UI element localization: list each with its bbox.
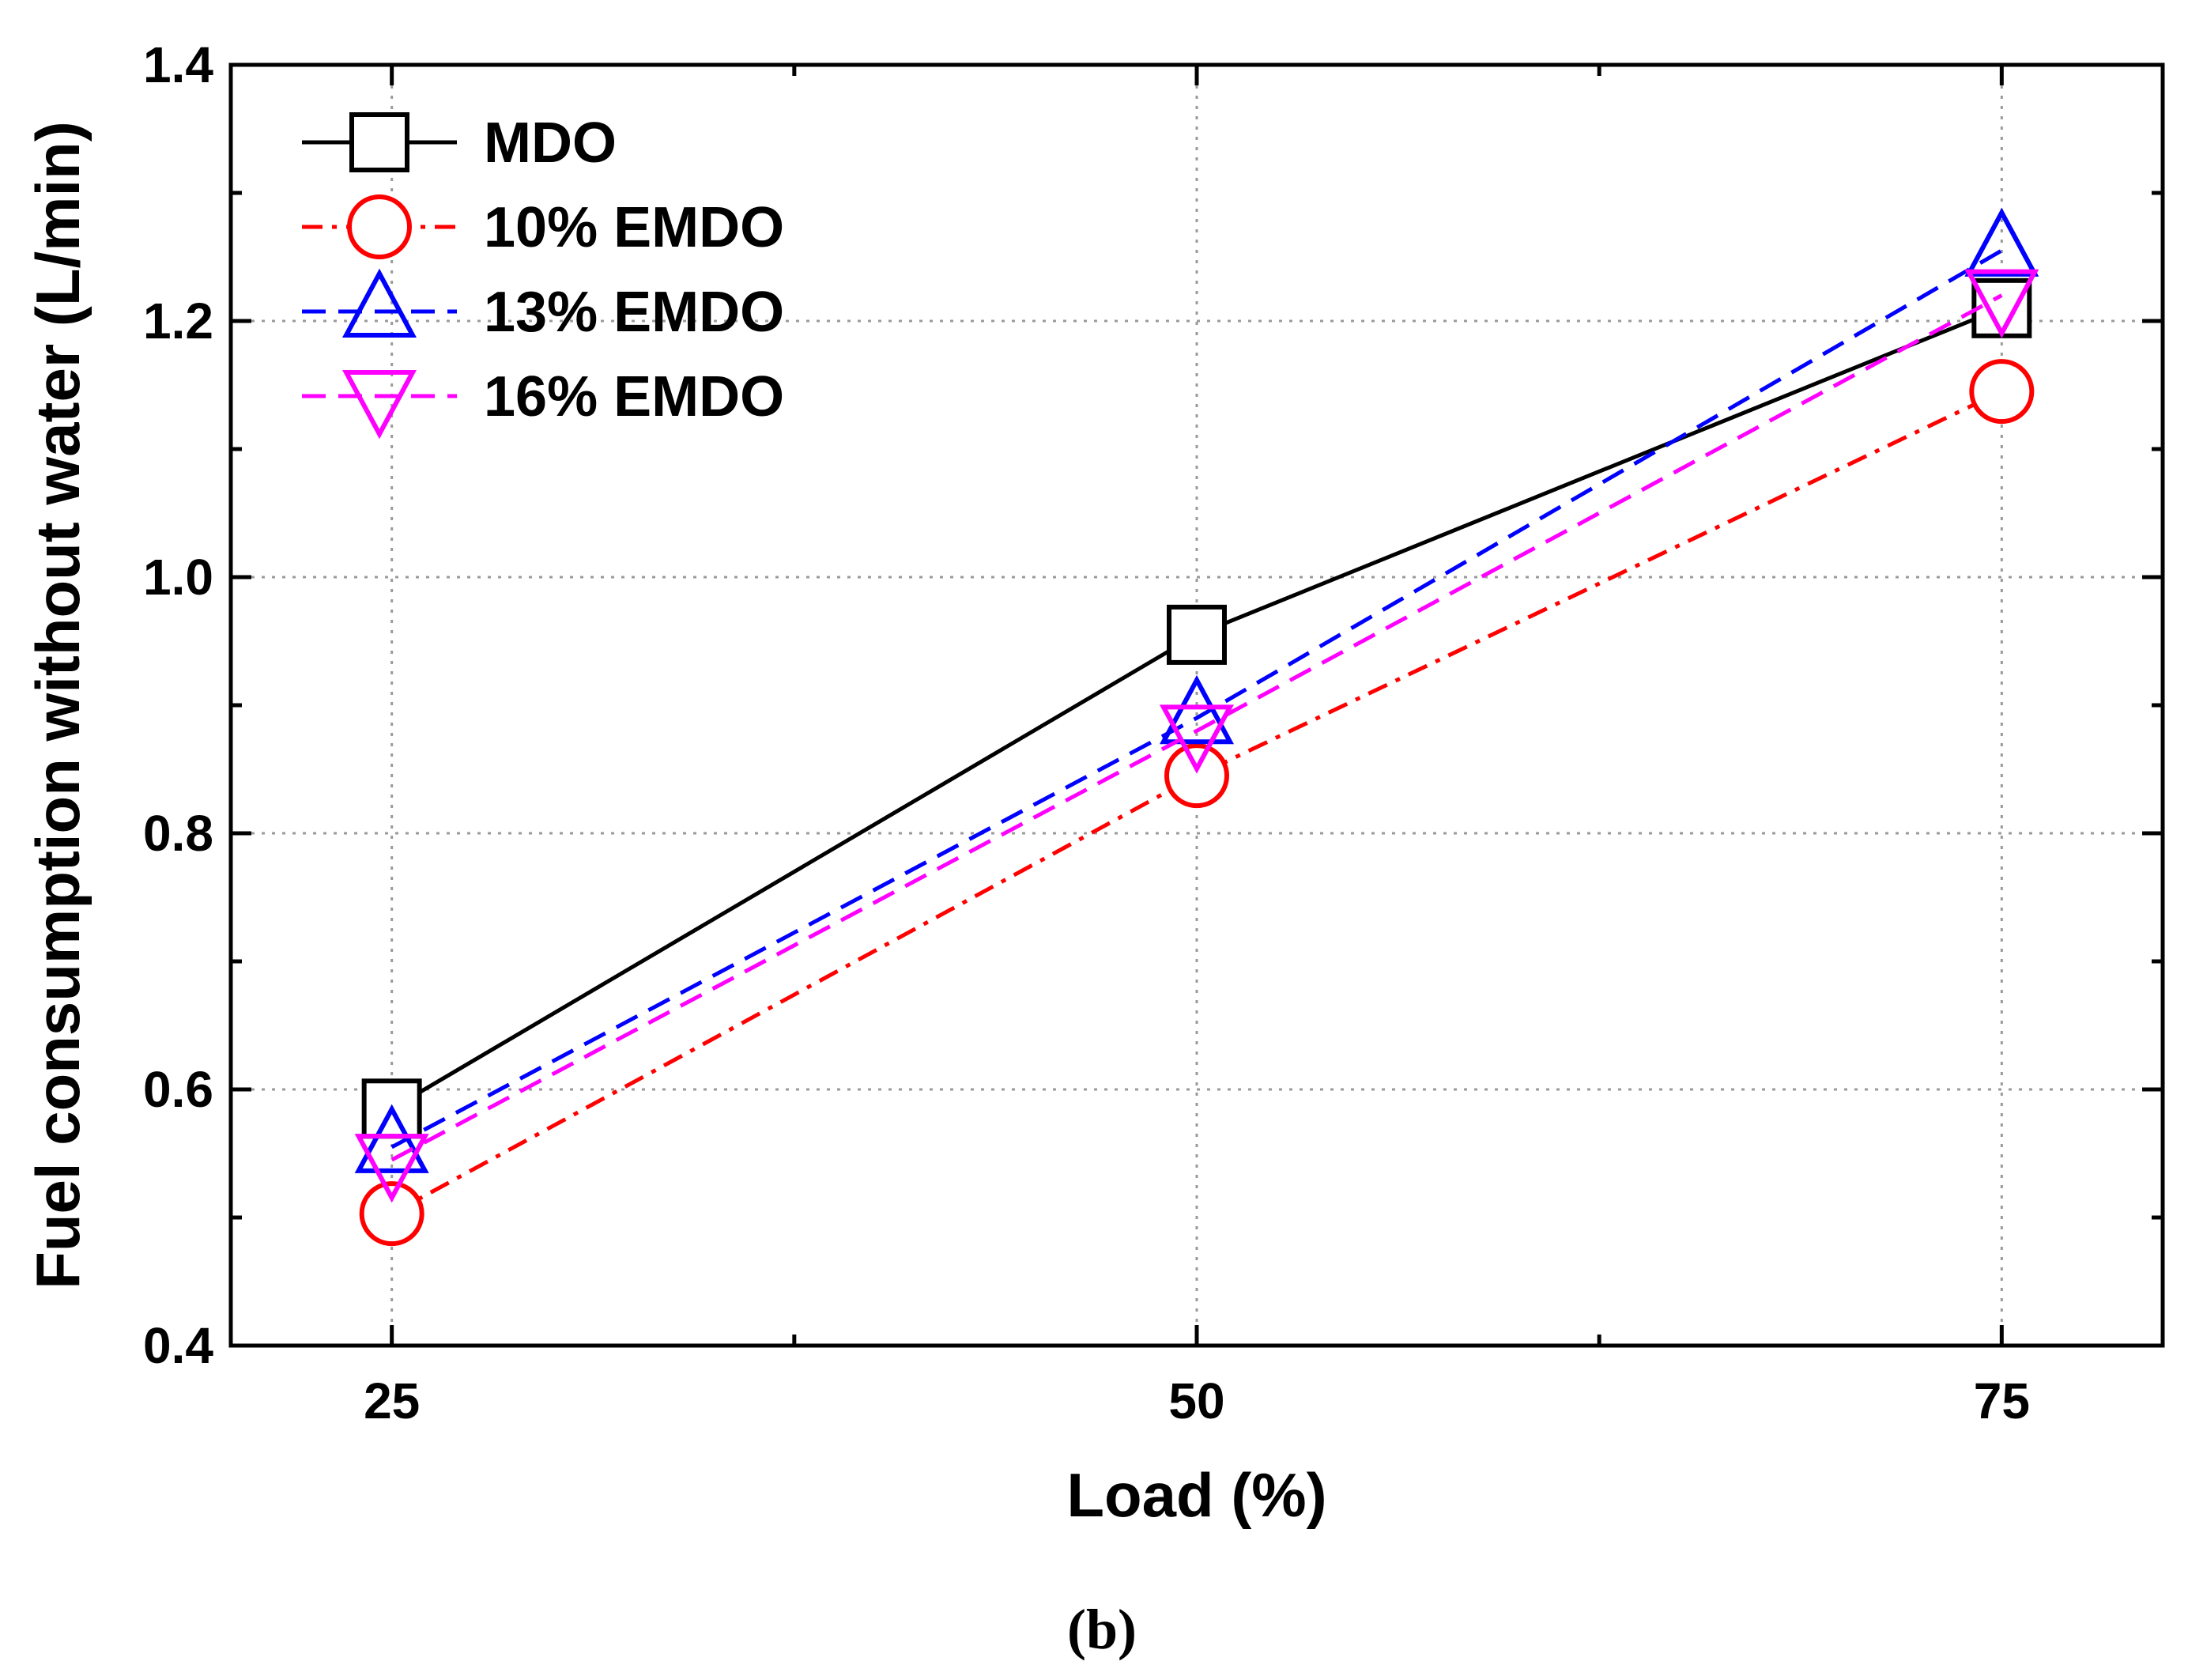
x-tick-label: 50 [1168,1372,1224,1429]
legend-label: 10% EMDO [484,196,784,259]
legend: MDO 10% EMDO 13% EMDO 16% EMDO [302,111,784,440]
legend-entry: MDO [302,111,617,175]
series-line [390,248,2003,1150]
data-point [1964,207,2039,277]
legend-marker [349,112,409,172]
data-point [1969,359,2035,425]
y-tick-label: 0.6 [143,1061,213,1118]
series-13-emdo [354,207,2039,1173]
y-axis-title: Fuel consumption without water (L/min) [23,121,92,1289]
legend-marker [341,268,417,338]
figure-caption: (b) [1067,1598,1137,1661]
data-point [1964,269,2039,338]
y-tick-label: 0.8 [143,805,213,862]
legend-entry: 13% EMDO [302,268,784,344]
y-tick-label: 0.4 [143,1317,213,1374]
legend-entry: 16% EMDO [302,365,784,440]
data-point [1167,604,1227,665]
data-point [1164,743,1229,809]
axis-ticks: 0.4 0.6 0.8 1.0 1.2 1.4 25 50 75 [143,36,2163,1429]
series-lines [354,207,2039,1247]
y-tick-label: 1.4 [143,36,213,93]
series-10-emdo [359,359,2035,1247]
data-point [359,1181,424,1247]
legend-entry: 10% EMDO [302,194,784,259]
data-point [354,1134,429,1203]
y-tick-label: 1.2 [143,293,213,349]
legend-marker [341,370,417,440]
legend-label: 16% EMDO [484,365,784,428]
y-tick-label: 1.0 [143,549,213,606]
legend-label: 13% EMDO [484,281,784,344]
x-tick-label: 75 [1974,1372,2030,1429]
legend-marker [347,194,412,259]
data-point [354,1104,429,1173]
legend-label: MDO [484,111,617,175]
series-16-emdo [354,269,2039,1203]
x-axis-title: Load (%) [1066,1460,1326,1530]
data-point [1159,704,1235,774]
data-point [1159,674,1235,745]
data-point [1971,277,2032,338]
series-line [390,293,2003,1162]
x-tick-label: 25 [364,1372,420,1429]
